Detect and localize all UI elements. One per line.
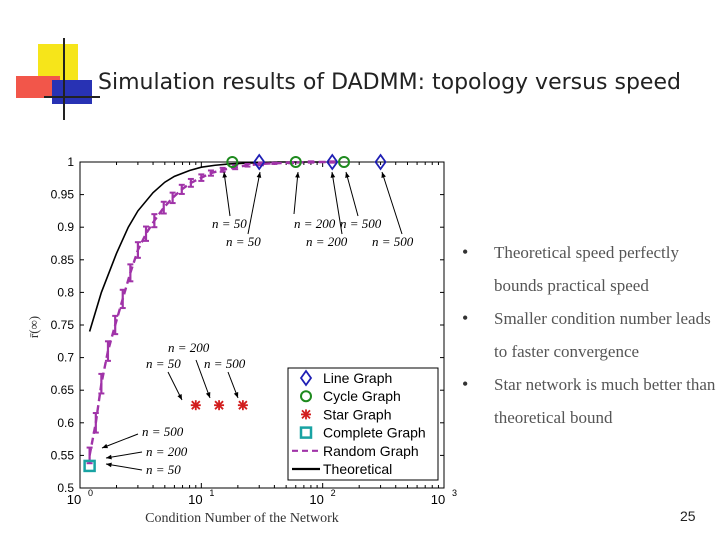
star-graph-marker [190, 400, 201, 411]
bullet-text: Smaller condition number leads to faster… [494, 309, 711, 361]
star-graph-marker-stroke [214, 400, 224, 410]
corner-block-red [16, 76, 60, 98]
annotation-arrowhead [102, 443, 108, 449]
x-axis-label: Condition Number of the Network [145, 511, 339, 526]
y-tick-label: 0.6 [57, 416, 74, 430]
x-tick-label: 10 [431, 492, 445, 507]
bullet-list: • Theoretical speed perfectly bounds prac… [456, 236, 718, 434]
annotation-arrow [105, 463, 143, 471]
y-tick-label: 0.9 [57, 220, 74, 234]
page-number: 25 [680, 508, 696, 524]
annotation-arrowhead [381, 172, 386, 178]
y-axis-label: r̄(∞) [26, 316, 41, 338]
x-tick-label: 10 [67, 492, 81, 507]
y-tick-label: 0.5 [57, 481, 74, 495]
y-tick-label: 1 [67, 155, 74, 169]
annotation-arrowhead [256, 172, 262, 178]
annotation-arrow [101, 433, 139, 449]
slide-title: Simulation results of DADMM: topology ve… [98, 70, 681, 95]
annotation-arrow [381, 171, 403, 235]
star-graph-marker-stroke [238, 400, 248, 410]
annotation-arrowhead [233, 392, 239, 398]
cycle-graph-marker [289, 156, 302, 168]
annotation-label: n = 200 [306, 234, 348, 249]
bullet-text: Theoretical speed perfectly bounds pract… [494, 243, 680, 295]
line-graph-marker [253, 153, 266, 171]
bullet-item: • Theoretical speed perfectly bounds prac… [456, 236, 718, 302]
annotation-arrowhead [222, 172, 228, 178]
bullet-dot-icon: • [462, 242, 469, 262]
annotation-label: n = 200 [168, 340, 210, 355]
legend-marker [301, 409, 311, 420]
corner-line-horizontal [44, 96, 100, 98]
annotation-label: n = 200 [146, 444, 188, 459]
legend-label: Random Graph [323, 443, 419, 459]
corner-line-vertical [63, 38, 65, 120]
y-tick-label: 0.75 [51, 318, 75, 332]
cycle-graph-marker [226, 156, 239, 168]
annotation-label: n = 50 [226, 234, 261, 249]
x-tick-label: 10 [188, 492, 202, 507]
annotation-arrowhead [330, 172, 336, 178]
annotation-arrow [105, 451, 143, 459]
star-graph-marker-stroke [191, 400, 201, 410]
annotation-arrow [247, 171, 261, 235]
annotation-label: n = 50 [212, 216, 247, 231]
y-tick-label: 0.7 [57, 351, 74, 365]
y-tick-label: 0.65 [51, 383, 75, 397]
x-tick-label: 10 [309, 492, 323, 507]
legend-marker [300, 390, 312, 403]
annotation-arrowhead [205, 392, 211, 398]
line-graph-marker [374, 153, 387, 171]
cycle-graph-marker [338, 156, 351, 168]
annotation-label: n = 500 [340, 216, 382, 231]
annotation-arrowhead [295, 172, 300, 178]
annotation-arrowhead [345, 172, 350, 178]
bullet-item: • Star network is much better than theore… [456, 368, 718, 434]
y-tick-label: 0.95 [51, 188, 75, 202]
annotation-label: n = 50 [146, 462, 181, 477]
annotation-arrow [293, 171, 299, 215]
random-graph-line [88, 160, 333, 456]
annotation-arrow [331, 171, 343, 235]
legend-label: Theoretical [323, 461, 392, 477]
y-tick-label: 0.55 [51, 448, 75, 462]
corner-block-blue [52, 80, 92, 104]
annotation-arrow [195, 359, 211, 399]
annotation-label: n = 200 [294, 216, 336, 231]
annotation-label: n = 500 [204, 356, 246, 371]
x-tick-exponent: 3 [452, 488, 457, 498]
star-graph-marker [214, 400, 225, 411]
legend-marker-stroke [301, 409, 311, 420]
legend-marker [299, 426, 313, 439]
annotation-arrowhead [106, 462, 112, 468]
annotation-arrow [345, 171, 359, 217]
legend-box [287, 367, 439, 481]
annotation-arrowhead [177, 394, 182, 400]
legend-label: Line Graph [323, 370, 392, 386]
y-tick-label: 0.8 [57, 285, 74, 299]
y-tick-label: 0.85 [51, 253, 75, 267]
x-tick-exponent: 0 [88, 488, 93, 498]
star-graph-marker [237, 400, 248, 411]
bullet-text: Star network is much better than theoret… [494, 375, 716, 427]
line-graph-marker [326, 153, 339, 171]
annotation-label: n = 50 [146, 356, 181, 371]
bullet-dot-icon: • [462, 308, 469, 328]
x-tick-exponent: 2 [331, 488, 336, 498]
bullet-dot-icon: • [462, 374, 469, 394]
legend-label: Star Graph [323, 406, 391, 422]
legend-label: Cycle Graph [323, 388, 401, 404]
bullet-item: • Smaller condition number leads to faste… [456, 302, 718, 368]
annotation-arrowhead [106, 454, 112, 460]
annotation-label: n = 500 [372, 234, 414, 249]
legend-label: Complete Graph [323, 425, 426, 441]
annotation-arrow [223, 171, 231, 217]
annotation-label: n = 500 [142, 424, 184, 439]
complete-graph-marker [83, 459, 96, 473]
x-tick-exponent: 1 [209, 488, 214, 498]
legend-marker [299, 369, 313, 387]
